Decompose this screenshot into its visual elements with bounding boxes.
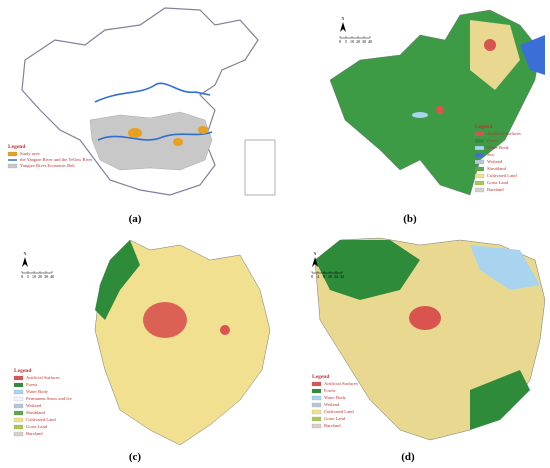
scale-label: 10 bbox=[350, 39, 354, 44]
legend-label: Water Body bbox=[26, 389, 49, 394]
legend-label: Water Body bbox=[487, 145, 510, 150]
legend-label: Sea bbox=[487, 152, 494, 157]
scale-label: 0 bbox=[339, 39, 341, 44]
north-label: N bbox=[342, 16, 345, 21]
legend-swatch bbox=[13, 403, 24, 409]
legend-swatch bbox=[311, 423, 322, 429]
north-arrow bbox=[340, 22, 346, 32]
legend-label: Wetland bbox=[324, 402, 340, 407]
legend-title: Legend bbox=[475, 124, 492, 130]
north-label: N bbox=[24, 251, 27, 256]
legend-label: Forest bbox=[324, 388, 336, 393]
legend-label: Shrubland bbox=[487, 166, 507, 171]
north-label: N bbox=[314, 251, 317, 256]
panel-label: (c) bbox=[129, 451, 142, 463]
scale-label: 4 bbox=[317, 274, 319, 279]
legend-label: Artificial Surfaces bbox=[487, 131, 521, 136]
legend-label: Cultivated Land bbox=[26, 417, 56, 422]
panel-label: (a) bbox=[129, 213, 142, 225]
legend-swatch bbox=[474, 187, 485, 193]
legend-swatch bbox=[311, 409, 322, 415]
map-d bbox=[314, 237, 546, 441]
legend-swatch bbox=[474, 166, 485, 172]
legend-swatch bbox=[474, 152, 485, 158]
scale-label: 0 bbox=[21, 274, 23, 279]
legend-label: Permanent Snow and Ice bbox=[26, 396, 72, 401]
legend-swatch bbox=[13, 410, 24, 416]
scale-label: 24 bbox=[334, 274, 338, 279]
map-china bbox=[21, 7, 276, 196]
legend-swatch bbox=[13, 382, 24, 388]
panel-label: (b) bbox=[403, 213, 417, 225]
legend-swatch bbox=[13, 424, 24, 430]
legend-swatch bbox=[311, 395, 322, 401]
legend-swatch bbox=[7, 151, 18, 157]
legend-swatch bbox=[474, 159, 485, 165]
scale-label: 16 bbox=[328, 274, 332, 279]
legend-label: Wetland bbox=[26, 403, 42, 408]
legend-swatch bbox=[13, 375, 24, 381]
legend-label: Forest bbox=[26, 382, 38, 387]
legend-label: Cultivated Land bbox=[487, 173, 517, 178]
legend-label: Forest bbox=[487, 138, 499, 143]
legend-label: Grass Land bbox=[26, 424, 48, 429]
legend-swatch bbox=[474, 131, 485, 137]
legend-label: Yangtze River Economic Belt bbox=[20, 163, 75, 168]
scale-label: 20 bbox=[38, 274, 42, 279]
scale-label: 40 bbox=[368, 39, 372, 44]
legend-label: Bareland bbox=[487, 187, 504, 192]
legend-swatch bbox=[13, 417, 24, 423]
legend-swatch bbox=[474, 173, 485, 179]
legend-label: Shrubland bbox=[26, 410, 46, 415]
legend-label: Wetland bbox=[487, 159, 503, 164]
map-b bbox=[329, 9, 545, 196]
scale-label: 30 bbox=[362, 39, 366, 44]
legend-swatch bbox=[13, 431, 24, 437]
legend-swatch bbox=[13, 389, 24, 395]
map-c bbox=[94, 239, 271, 446]
legend-label: Study area bbox=[20, 151, 40, 156]
scale-label: 20 bbox=[356, 39, 360, 44]
legend-label: Artificial Surfaces bbox=[26, 375, 60, 380]
scale-label: 0 bbox=[311, 274, 313, 279]
legend-label: Water Body bbox=[324, 395, 347, 400]
north-arrow bbox=[22, 257, 28, 267]
scale-label: 5 bbox=[27, 274, 29, 279]
legend-swatch bbox=[7, 163, 18, 169]
scale-label: 40 bbox=[50, 274, 54, 279]
scale-label: 8 bbox=[323, 274, 325, 279]
legend-label: the Yangtze River and the Yellow River bbox=[20, 157, 93, 162]
legend-swatch bbox=[311, 388, 322, 394]
legend-swatch bbox=[311, 402, 322, 408]
legend-label: Grass Land bbox=[487, 180, 509, 185]
legend-title: Legend bbox=[14, 368, 31, 374]
legend-swatch bbox=[474, 145, 485, 151]
legend-swatch bbox=[474, 138, 485, 144]
legend-swatch bbox=[13, 396, 24, 402]
legend-swatch bbox=[474, 180, 485, 186]
panel-label: (d) bbox=[401, 451, 415, 463]
legend-title: Legend bbox=[312, 374, 329, 380]
legend-swatch bbox=[311, 381, 322, 387]
scale-label: 32 bbox=[340, 274, 344, 279]
legend-label: Bareland bbox=[324, 423, 341, 428]
scale-label: 5 bbox=[345, 39, 347, 44]
legend-title: Legend bbox=[8, 144, 25, 150]
legend-swatch bbox=[311, 416, 322, 422]
legend-label: Grass Land bbox=[324, 416, 346, 421]
north-arrow bbox=[312, 257, 318, 267]
scale-label: 10 bbox=[32, 274, 36, 279]
legend-label: Cultivated Land bbox=[324, 409, 354, 414]
legend-label: Bareland bbox=[26, 431, 43, 436]
scale-label: 30 bbox=[44, 274, 48, 279]
legend-label: Artificial Surfaces bbox=[324, 381, 358, 386]
